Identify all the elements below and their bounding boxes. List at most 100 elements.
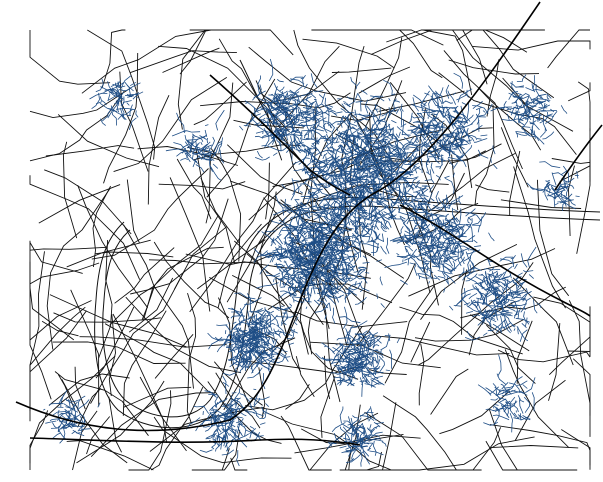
road [460, 286, 566, 319]
street [334, 213, 346, 217]
street [359, 377, 364, 397]
street [512, 254, 516, 267]
street [560, 105, 568, 114]
street [446, 197, 451, 207]
street [351, 220, 368, 230]
street [292, 250, 299, 253]
street [359, 449, 363, 467]
street [387, 147, 398, 156]
road [29, 261, 75, 341]
street [523, 269, 534, 273]
street [234, 342, 243, 348]
street [305, 306, 308, 309]
street [311, 207, 326, 211]
street [567, 180, 570, 184]
street [562, 165, 570, 183]
street [353, 268, 367, 273]
street [122, 100, 132, 103]
street [272, 112, 277, 125]
street [330, 166, 337, 180]
street [293, 168, 306, 171]
street [359, 145, 370, 159]
street [330, 372, 339, 375]
road [300, 428, 421, 445]
street [441, 271, 446, 278]
street [542, 131, 555, 140]
street [428, 156, 447, 162]
street [348, 231, 359, 248]
street [309, 267, 318, 285]
street [514, 313, 519, 317]
street [108, 108, 125, 117]
street [313, 162, 323, 169]
street [370, 171, 374, 180]
street [286, 248, 291, 258]
street [353, 183, 367, 201]
street [371, 123, 391, 130]
street [498, 298, 510, 307]
street [316, 272, 321, 284]
street [343, 187, 353, 192]
street [546, 115, 554, 118]
street [535, 84, 542, 99]
street [248, 346, 255, 357]
street [372, 440, 377, 456]
street [417, 120, 427, 130]
street [434, 150, 441, 153]
street [339, 115, 345, 128]
street [68, 412, 76, 425]
street [244, 297, 262, 306]
street [301, 90, 313, 97]
street [374, 151, 378, 155]
street [410, 128, 418, 134]
street [501, 390, 523, 397]
street [275, 195, 284, 216]
street [437, 270, 452, 275]
street [355, 81, 361, 90]
street [361, 90, 368, 95]
street [326, 197, 334, 200]
street [381, 441, 387, 447]
street [367, 189, 371, 197]
street [257, 341, 273, 353]
street [211, 437, 217, 448]
street [375, 231, 379, 240]
street [251, 316, 254, 324]
street [235, 354, 241, 363]
street [234, 292, 256, 300]
street [536, 104, 550, 112]
street [550, 185, 556, 208]
street [401, 119, 404, 136]
street [418, 242, 436, 248]
street [434, 145, 440, 164]
street [476, 297, 483, 300]
street [400, 155, 406, 169]
street [256, 309, 262, 311]
street [445, 238, 453, 241]
street [288, 231, 293, 250]
street [264, 338, 271, 346]
street [316, 157, 334, 168]
street [396, 338, 400, 344]
street [436, 231, 450, 241]
street [432, 250, 439, 263]
road [57, 114, 160, 168]
street [407, 177, 418, 193]
street [259, 106, 276, 119]
street [244, 100, 258, 111]
street [379, 276, 383, 286]
street [361, 215, 368, 230]
street [295, 316, 299, 322]
street [373, 421, 384, 425]
street [493, 164, 498, 170]
road [245, 326, 363, 411]
street [323, 203, 328, 213]
street [345, 206, 348, 209]
street [366, 428, 375, 439]
street [176, 150, 188, 157]
street [215, 413, 228, 423]
road [514, 379, 566, 441]
street [240, 341, 254, 345]
street [59, 412, 65, 416]
street [287, 328, 295, 339]
